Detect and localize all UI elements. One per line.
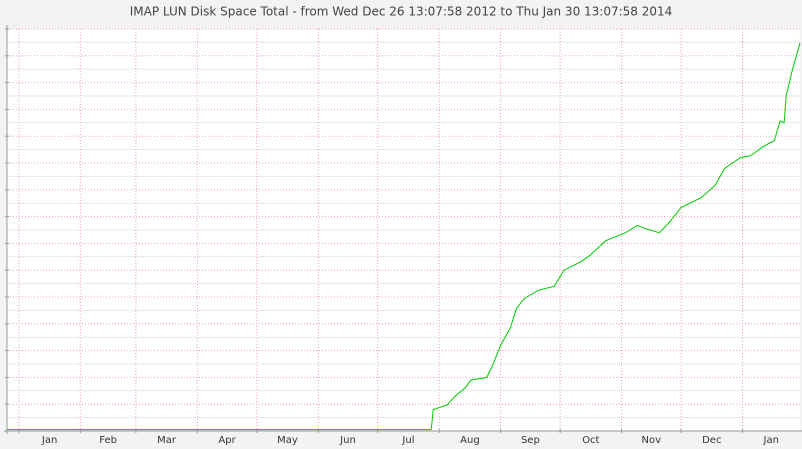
x-tick-label: Dec	[702, 435, 721, 446]
chart-title: IMAP LUN Disk Space Total - from Wed Dec…	[130, 5, 673, 19]
x-tick-label: Jul	[401, 435, 414, 446]
x-tick-label: May	[277, 435, 298, 446]
x-tick-label: Feb	[99, 435, 117, 446]
x-tick-label: Jan	[763, 435, 779, 446]
x-tick-label: Jun	[339, 435, 356, 446]
x-tick-label: Aug	[460, 435, 480, 446]
x-tick-label: Apr	[218, 435, 236, 446]
data-line	[7, 42, 801, 431]
x-tick-label: Nov	[642, 435, 662, 446]
x-tick-label: Sep	[521, 435, 540, 446]
x-tick-label: Mar	[157, 435, 177, 446]
x-tick-label: Jan	[41, 435, 57, 446]
x-tick-label: Oct	[582, 435, 599, 446]
